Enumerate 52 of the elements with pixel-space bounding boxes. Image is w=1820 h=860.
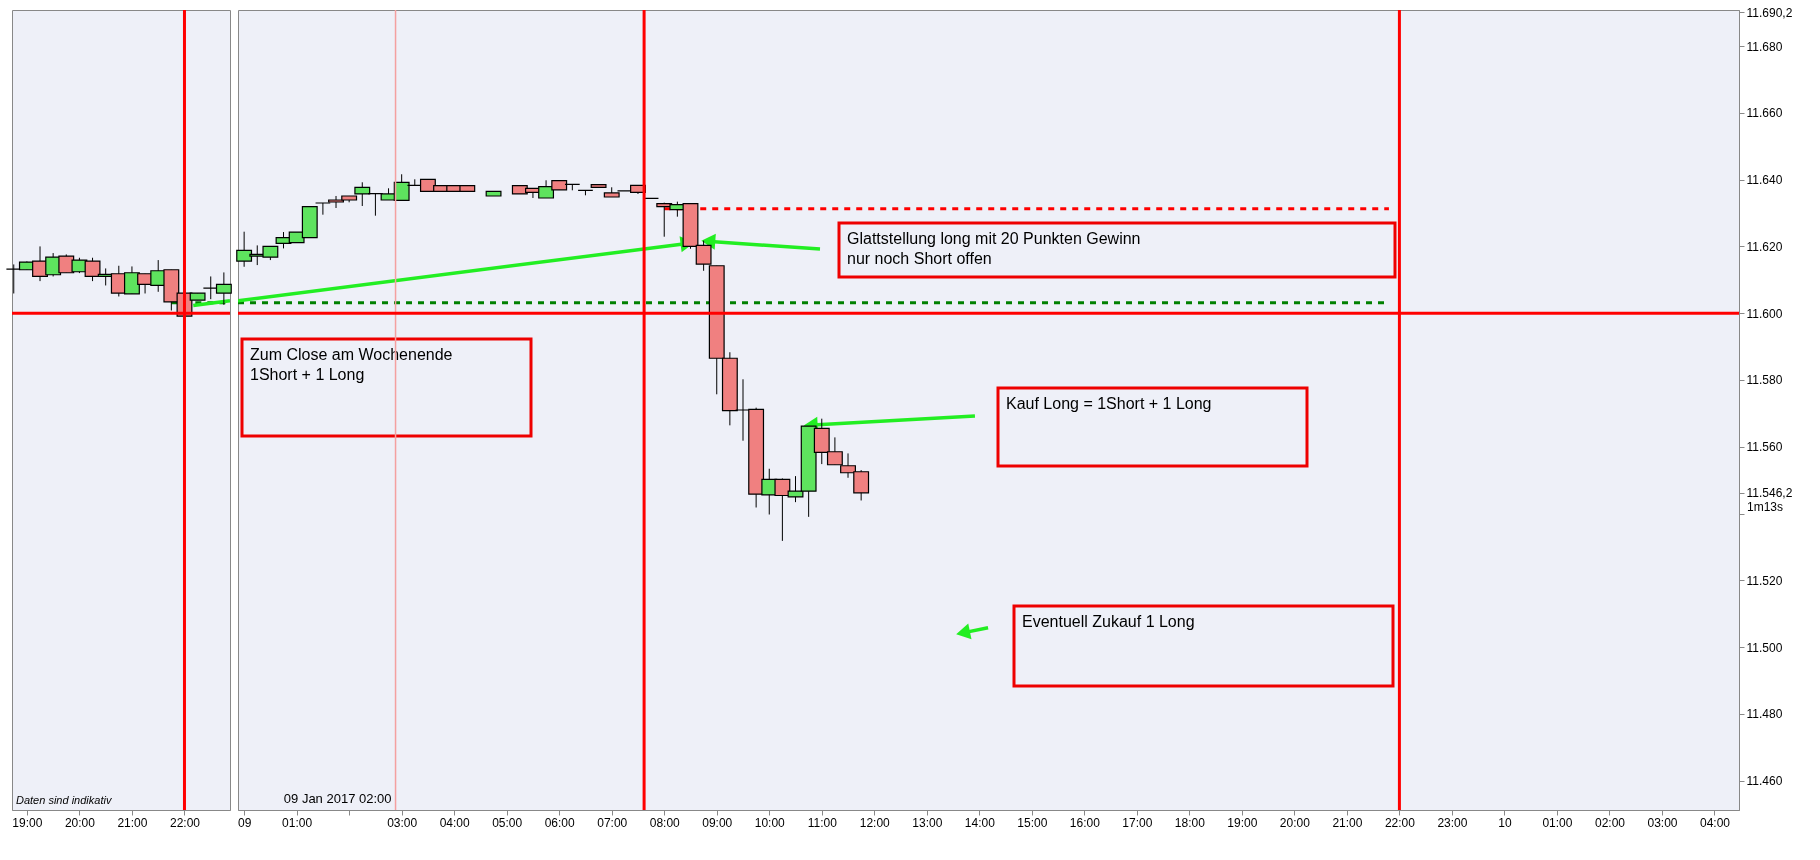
- x-tick-label: 09:00: [702, 815, 733, 830]
- annotation: Daten sind indikativ: [16, 794, 113, 806]
- annotation: 09 Jan 2017 02:00: [283, 791, 392, 806]
- y-tick-label: 11.690,2: [1746, 5, 1793, 20]
- x-tick-label: 21:00: [117, 815, 148, 830]
- x-tick-label: 06:00: [544, 815, 576, 830]
- x-tick-label: 01:00: [282, 815, 313, 830]
- y-tick-label: 11.480: [1746, 707, 1783, 722]
- x-tick-label: 18:00: [1174, 815, 1206, 830]
- x-tick-label: 13:00: [912, 815, 943, 830]
- x-tick-label: 11:00: [807, 815, 838, 830]
- annotation: Kauf Long = 1Short + 1 Long: [1006, 395, 1212, 412]
- x-tick-label: 01:00: [1542, 815, 1573, 830]
- x-tick-label: 22:00: [169, 815, 201, 830]
- annotation: Eventuell Zukauf 1 Long: [1022, 613, 1195, 630]
- annotation: Glattstellung long mit 20 Punkten Gewinn nur noch Short offen: [847, 230, 1141, 267]
- y-tick-label: 11.520: [1746, 573, 1783, 588]
- x-tick-label: 04:00: [1699, 815, 1731, 830]
- x-tick-label: 19:00: [12, 815, 43, 830]
- y-tick-label: 11.660: [1746, 106, 1783, 121]
- x-tick-label: 17:00: [1122, 815, 1153, 830]
- x-tick-label: 15:00: [1017, 815, 1048, 830]
- y-tick-label: 11.580: [1746, 373, 1783, 388]
- x-tick-label: 19:00: [1227, 815, 1258, 830]
- y-tick-label: 11.600: [1746, 306, 1783, 321]
- x-tick-label: 09: [237, 815, 252, 830]
- y-tick-label: 11.560: [1746, 440, 1783, 455]
- x-tick-label: 08:00: [649, 815, 681, 830]
- y-tick-label: 11.460: [1746, 774, 1783, 789]
- x-tick-label: 21:00: [1332, 815, 1363, 830]
- x-tick-label: 16:00: [1069, 815, 1101, 830]
- x-tick-label: 12:00: [859, 815, 891, 830]
- x-tick-label: 02:00: [1594, 815, 1626, 830]
- x-tick-label: 04:00: [439, 815, 471, 830]
- x-tick-label: 05:00: [492, 815, 523, 830]
- text: 1m13s: [1747, 499, 1784, 514]
- y-tick-label: 11.500: [1746, 640, 1783, 655]
- x-tick-label: 22:00: [1384, 815, 1416, 830]
- x-tick-label: 20:00: [64, 815, 96, 830]
- x-tick-label: 20:00: [1279, 815, 1311, 830]
- y-tick-label: 11.640: [1746, 173, 1783, 188]
- y-tick-label: 11.680: [1746, 39, 1783, 54]
- x-tick-label: 03:00: [387, 815, 418, 830]
- x-tick-label: 07:00: [597, 815, 628, 830]
- y-tick-label: 11.620: [1746, 239, 1783, 254]
- x-tick-label: 10:00: [754, 815, 786, 830]
- x-tick-label: 14:00: [964, 815, 996, 830]
- annotation: Zum Close am Wochenende 1Short + 1 Long: [250, 346, 453, 383]
- x-tick-label: 10: [1498, 815, 1512, 830]
- y-tick-label: 11.546,2: [1746, 486, 1793, 501]
- x-tick-label: 23:00: [1437, 815, 1468, 830]
- x-tick-label: 03:00: [1647, 815, 1678, 830]
